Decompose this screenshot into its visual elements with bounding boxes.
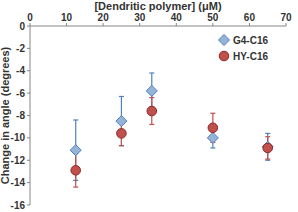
y-tick-label: -10 xyxy=(11,132,26,143)
error-cap xyxy=(265,133,270,134)
error-cap xyxy=(73,187,78,188)
error-cap xyxy=(149,97,154,98)
error-cap xyxy=(119,145,124,146)
point xyxy=(117,129,127,139)
y-tick xyxy=(27,26,30,27)
y-tick-label: 0 xyxy=(19,21,25,32)
error-cap xyxy=(265,136,270,137)
error-cap xyxy=(149,72,154,73)
point xyxy=(262,141,273,152)
x-axis xyxy=(30,26,286,27)
point xyxy=(207,132,218,143)
legend-marker xyxy=(219,35,230,46)
y-tick xyxy=(27,137,30,138)
point xyxy=(208,123,218,133)
legend: G4-C16 HY-C16 xyxy=(219,35,269,63)
x-tick xyxy=(139,23,140,26)
error-cap xyxy=(210,147,215,148)
legend-label: HY-C16 xyxy=(233,51,268,62)
error-cap xyxy=(265,160,270,161)
point xyxy=(147,106,157,116)
chart-root: 0 10 20 30 40 50 60 70 0 -2 -4 -6 -8 -10 -12 -14 -16 [Den… xyxy=(0,0,298,212)
x-tick-label: 10 xyxy=(61,12,73,23)
y-axis-label: Change in angle (degrees) xyxy=(0,46,11,184)
error-cap xyxy=(119,145,124,146)
x-tick-label: 20 xyxy=(98,12,110,23)
y-tick xyxy=(27,70,30,71)
y-tick xyxy=(27,115,30,116)
point xyxy=(71,166,81,176)
x-tick xyxy=(286,23,287,26)
y-tick-label: -6 xyxy=(16,88,25,99)
x-tick xyxy=(103,23,104,26)
y-tick-label: -12 xyxy=(11,155,26,166)
x-tick-label: 0 xyxy=(27,12,33,23)
point xyxy=(263,143,273,153)
plot-area xyxy=(70,73,273,187)
x-tick xyxy=(249,23,250,26)
y-tick xyxy=(27,48,30,49)
y-tick xyxy=(27,160,30,161)
point xyxy=(70,145,81,156)
x-axis-label: [Dendritic polymer] (μM) xyxy=(94,0,221,12)
y-tick-label: -2 xyxy=(16,43,25,54)
chart-svg: 0 10 20 30 40 50 60 70 0 -2 -4 -6 -8 -10 -12 -14 -16 [Den… xyxy=(0,0,298,212)
legend-label: G4-C16 xyxy=(233,35,268,46)
error-cap xyxy=(149,124,154,125)
y-tick-label: -16 xyxy=(11,200,26,211)
point xyxy=(116,116,127,127)
y-tick-label: -8 xyxy=(16,110,25,121)
x-tick-label: 50 xyxy=(207,12,219,23)
x-tick xyxy=(176,23,177,26)
error-cap xyxy=(73,119,78,120)
y-tick xyxy=(27,205,30,206)
legend-marker xyxy=(219,51,229,61)
point xyxy=(146,85,157,96)
y-tick-label: -14 xyxy=(11,177,26,188)
y-tick xyxy=(27,93,30,94)
x-tick-label: 60 xyxy=(244,12,256,23)
x-tick xyxy=(212,23,213,26)
error-cap xyxy=(210,113,215,114)
x-tick xyxy=(66,23,67,26)
y-tick xyxy=(27,182,30,183)
y-tick-label: -4 xyxy=(16,65,25,76)
x-tick-label: 70 xyxy=(280,12,292,23)
error-cap xyxy=(265,159,270,160)
x-tick-label: 30 xyxy=(134,12,146,23)
x-tick-label: 40 xyxy=(171,12,183,23)
error-cap xyxy=(119,96,124,97)
